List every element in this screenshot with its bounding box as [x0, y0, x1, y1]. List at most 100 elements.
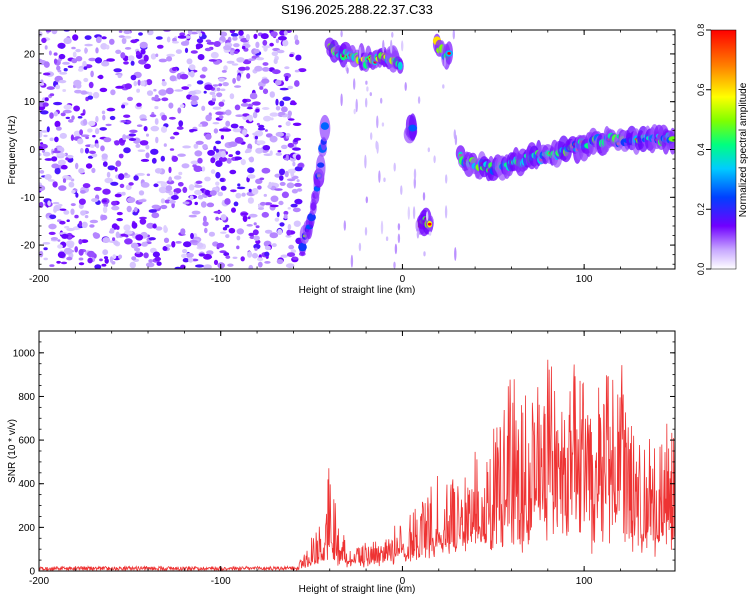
spectrogram-noise-cell	[59, 153, 67, 157]
spectrogram-noise-cell	[118, 173, 125, 181]
spectrogram-noise-cell	[171, 67, 178, 71]
spectrogram-noise-cell	[163, 225, 167, 231]
spectrogram-noise-cell	[245, 148, 252, 154]
spectrogram-noise-cell	[63, 104, 73, 110]
spectrogram-streak-cell	[380, 97, 383, 104]
snr-x-tick-label: 100	[576, 576, 593, 587]
spectrogram-signal-cell	[397, 61, 403, 71]
spectrogram-noise-cell	[137, 79, 141, 86]
spectrogram-noise-cell	[84, 43, 93, 47]
spectrogram-streak-cell	[364, 154, 367, 169]
spectrogram-noise-cell	[261, 167, 271, 174]
spectrogram-noise-cell	[151, 204, 161, 209]
spectrogram-noise-cell	[101, 263, 107, 267]
spectrogram-noise-cell	[106, 107, 116, 112]
spectrogram-noise-cell	[218, 83, 223, 87]
spectrogram-noise-cell	[146, 133, 149, 137]
spectrogram-noise-cell	[114, 140, 120, 146]
spectrogram-noise-cell	[136, 102, 142, 107]
spectrogram-noise-cell	[237, 183, 241, 187]
spectrogram-noise-cell	[284, 75, 289, 82]
spectrogram-streak-cell	[369, 92, 372, 97]
spectrogram-noise-cell	[80, 210, 86, 216]
spectrogram-noise-cell	[290, 203, 298, 208]
spectrogram-noise-cell	[166, 53, 176, 57]
spectrogram-noise-cell	[115, 160, 122, 167]
spectrogram-noise-cell	[91, 198, 99, 203]
spectrogram-noise-cell	[293, 220, 301, 227]
spectrogram-noise-cell	[143, 54, 149, 62]
spectrogram-noise-cell	[205, 39, 212, 43]
spectrogram-noise-cell	[137, 149, 146, 152]
spectrogram-noise-cell	[65, 116, 71, 120]
spectrogram-noise-cell	[236, 186, 246, 190]
spectrogram-noise-cell	[217, 191, 224, 197]
spectrogram-noise-cell	[57, 251, 66, 259]
spectrogram-noise-cell	[83, 66, 88, 70]
spectrogram-noise-cell	[189, 240, 198, 243]
spectrogram-noise-cell	[123, 61, 129, 65]
spectrogram-noise-cell	[227, 263, 234, 267]
spectrogram-noise-cell	[202, 221, 209, 227]
spectrogram-noise-cell	[264, 251, 270, 257]
spectrogram-streak-cell	[394, 243, 398, 255]
spectrogram-noise-cell	[194, 201, 198, 206]
spectrogram-noise-cell	[111, 200, 118, 206]
spectrogram-noise-cell	[73, 105, 80, 112]
spectrogram-streak-cell	[443, 57, 447, 68]
spectrogram-noise-cell	[78, 220, 83, 227]
spectrogram-noise-cell	[187, 30, 193, 35]
snr-x-label: Height of straight line (km)	[299, 584, 416, 595]
spectrogram-noise-cell	[284, 170, 289, 178]
spectrogram-noise-cell	[112, 254, 117, 260]
spectrogram-noise-cell	[194, 189, 202, 195]
spectrogram-noise-cell	[298, 68, 307, 73]
snr-x-axis: -200 -100 0 100	[29, 331, 658, 587]
spectrogram-noise-cell	[248, 264, 254, 269]
spectrogram-noise-cell	[163, 237, 170, 243]
spectrogram-noise-cell	[46, 86, 55, 90]
spectrogram-noise-cell	[269, 42, 274, 47]
spectrogram-noise-cell	[166, 36, 171, 43]
spectrogram-noise-cell	[95, 47, 99, 54]
spectrogram-noise-cell	[47, 200, 51, 206]
spectrogram-noise-cell	[121, 104, 126, 109]
snr-y-tick-label: 600	[18, 436, 35, 447]
spectrogram-signal-cell	[408, 124, 418, 132]
spectrogram-noise-cell	[104, 258, 109, 264]
spectrogram-streak-cell	[404, 82, 407, 91]
spectrogram-noise-cell	[277, 228, 283, 236]
spectrogram-noise-cell	[261, 211, 269, 218]
spectrogram-noise-cell	[273, 58, 278, 65]
spectrogram-noise-cell	[215, 171, 221, 179]
spectrogram-noise-cell	[262, 145, 271, 151]
spectrogram-streak-cell	[393, 261, 396, 269]
spectrogram-noise-cell	[125, 234, 129, 238]
snr-x-tick-label: 0	[400, 576, 406, 587]
spectrogram-noise-cell	[286, 178, 296, 182]
spectrogram-noise-cell	[169, 75, 177, 82]
spectrogram-noise-cell	[292, 207, 301, 213]
spectrogram-noise-cell	[283, 30, 288, 36]
spectrogram-noise-cell	[259, 177, 265, 181]
snr-y-label: SNR (10 * v/v)	[7, 419, 18, 483]
spectrogram-noise-cell	[81, 221, 88, 228]
spectrogram-noise-cell	[295, 154, 301, 161]
spectrogram-noise-cell	[222, 99, 226, 103]
spectrogram-noise-cell	[91, 153, 98, 158]
spectrogram-noise-cell	[94, 264, 102, 269]
spectrogram-noise-cell	[246, 224, 253, 227]
spectrogram-noise-cell	[262, 88, 269, 95]
spectrogram-noise-cell	[78, 168, 85, 174]
spectrogram-noise-cell	[143, 252, 149, 259]
spectrogram-noise-cell	[100, 43, 108, 50]
spectrogram-noise-cell	[124, 83, 132, 90]
spectrogram-noise-cell	[205, 133, 212, 140]
spectrogram-noise-cell	[54, 120, 61, 128]
spectrogram-noise-cell	[39, 201, 44, 208]
spectrogram-noise-cell	[148, 237, 156, 241]
spectrogram-noise-cell	[146, 222, 155, 229]
spectrogram-noise-cell	[42, 102, 49, 107]
snr-y-tick-label: 800	[18, 392, 35, 403]
spectrogram-noise-cell	[178, 120, 184, 127]
